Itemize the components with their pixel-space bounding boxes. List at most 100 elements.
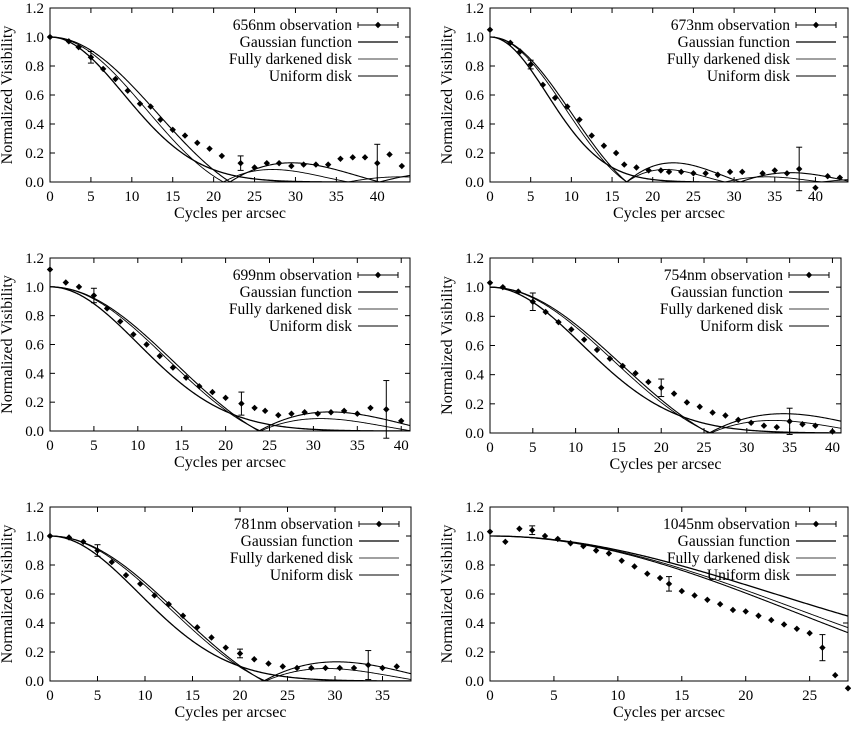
data-point: [836, 174, 844, 181]
data-point: [206, 145, 213, 152]
darkened-disk-curve: [50, 535, 411, 681]
legend-label: Gaussian function: [241, 533, 354, 550]
data-point: [502, 538, 509, 545]
data-point: [783, 170, 791, 177]
data-point: [799, 421, 806, 428]
y-tick-label: 0.0: [465, 426, 484, 442]
data-point: [103, 305, 111, 312]
legend-label: Uniform disk: [707, 68, 790, 85]
data-point: [136, 100, 144, 107]
legend-label: 673nm observation: [671, 17, 790, 34]
x-axis-label: Cycles per arcsec: [610, 456, 722, 473]
x-axis-label: Cycles per arcsec: [613, 205, 725, 222]
y-tick-label: 0.0: [465, 674, 484, 690]
y-axis-label: Normalized Visibility: [0, 26, 16, 165]
data-point: [218, 152, 226, 160]
uniform-disk-curve: [50, 36, 410, 182]
legend-swatch: [812, 21, 820, 29]
x-tick-label: 15: [605, 189, 620, 205]
data-point: [279, 663, 286, 670]
gaussian-curve: [490, 286, 841, 433]
x-tick-label: 10: [138, 688, 153, 704]
legend-swatch: [374, 21, 382, 29]
x-tick-label: 25: [280, 688, 295, 704]
model-curves: [50, 286, 410, 431]
data-point: [742, 608, 749, 615]
data-point: [619, 362, 626, 370]
data-point: [157, 116, 164, 123]
x-tick-label: 0: [486, 440, 494, 456]
y-tick-label: 0.2: [25, 146, 44, 162]
data-point: [251, 404, 258, 412]
data-point: [293, 664, 301, 672]
y-tick-label: 0.6: [25, 587, 44, 603]
x-tick-label: 0: [46, 688, 54, 704]
data-point: [592, 547, 600, 554]
observation-series: [486, 26, 844, 192]
y-tick-label: 0.2: [465, 397, 484, 413]
data-point: [716, 600, 724, 608]
uniform-disk-curve: [490, 286, 841, 433]
x-tick-label: 40: [370, 189, 385, 205]
x-tick-label: 35: [767, 189, 782, 205]
data-point: [361, 154, 369, 161]
x-axis-label: Cycles per arcsec: [174, 454, 286, 471]
legend-label: 754nm observation: [664, 267, 783, 284]
data-point: [275, 159, 283, 167]
data-point: [398, 162, 406, 170]
legend-label: Fully darkened disk: [660, 301, 783, 318]
x-axis-label: Cycles per arcsec: [175, 704, 287, 721]
x-tick-label: 40: [394, 438, 409, 454]
data-point: [236, 650, 244, 657]
data-point: [722, 412, 729, 419]
data-point: [194, 139, 201, 147]
gaussian-curve: [490, 36, 848, 182]
data-point: [94, 547, 101, 554]
data-point: [349, 154, 356, 161]
x-tick-label: 15: [611, 440, 626, 456]
legend-label: 781nm observation: [234, 516, 353, 533]
data-point: [529, 298, 537, 305]
x-tick-label: 5: [90, 438, 98, 454]
data-point: [308, 664, 315, 672]
y-tick-label: 0.0: [25, 674, 44, 690]
data-point: [605, 550, 613, 557]
y-tick-label: 1.0: [465, 280, 484, 296]
data-point: [288, 162, 295, 170]
data-point: [824, 173, 831, 180]
uniform-disk-curve: [50, 286, 410, 431]
uniform-disk-curve: [490, 535, 848, 634]
y-axis-label: Normalized Visibility: [439, 276, 456, 415]
data-point: [181, 132, 189, 139]
data-point: [383, 406, 390, 413]
x-tick-label: 25: [247, 189, 262, 205]
legend-label: Fully darkened disk: [229, 51, 352, 68]
data-point: [288, 410, 295, 417]
legend-label: Uniform disk: [269, 318, 352, 335]
plot-frame: [49, 257, 411, 432]
data-point: [568, 326, 575, 333]
x-tick-label: 35: [375, 688, 390, 704]
data-point: [147, 103, 154, 110]
data-point: [196, 383, 203, 390]
legend-label: Uniform disk: [700, 318, 783, 335]
y-tick-label: 0.6: [25, 338, 44, 354]
data-point: [527, 61, 534, 68]
darkened-disk-curve: [490, 286, 841, 433]
data-point: [658, 384, 665, 391]
data-point: [576, 116, 583, 123]
data-point: [631, 563, 638, 570]
data-point: [580, 542, 587, 550]
data-point: [516, 525, 523, 532]
legend-label: Gaussian function: [240, 284, 353, 301]
data-point: [683, 399, 691, 406]
x-axis-label: Cycles per arcsec: [613, 704, 725, 721]
x-tick-label: 20: [645, 189, 660, 205]
plot-frame: [489, 506, 849, 682]
y-axis-label: Normalized Visibility: [439, 525, 456, 664]
legend-label: Gaussian function: [671, 284, 784, 301]
y-tick-label: 1.2: [465, 1, 484, 17]
x-tick-label: 30: [288, 189, 303, 205]
